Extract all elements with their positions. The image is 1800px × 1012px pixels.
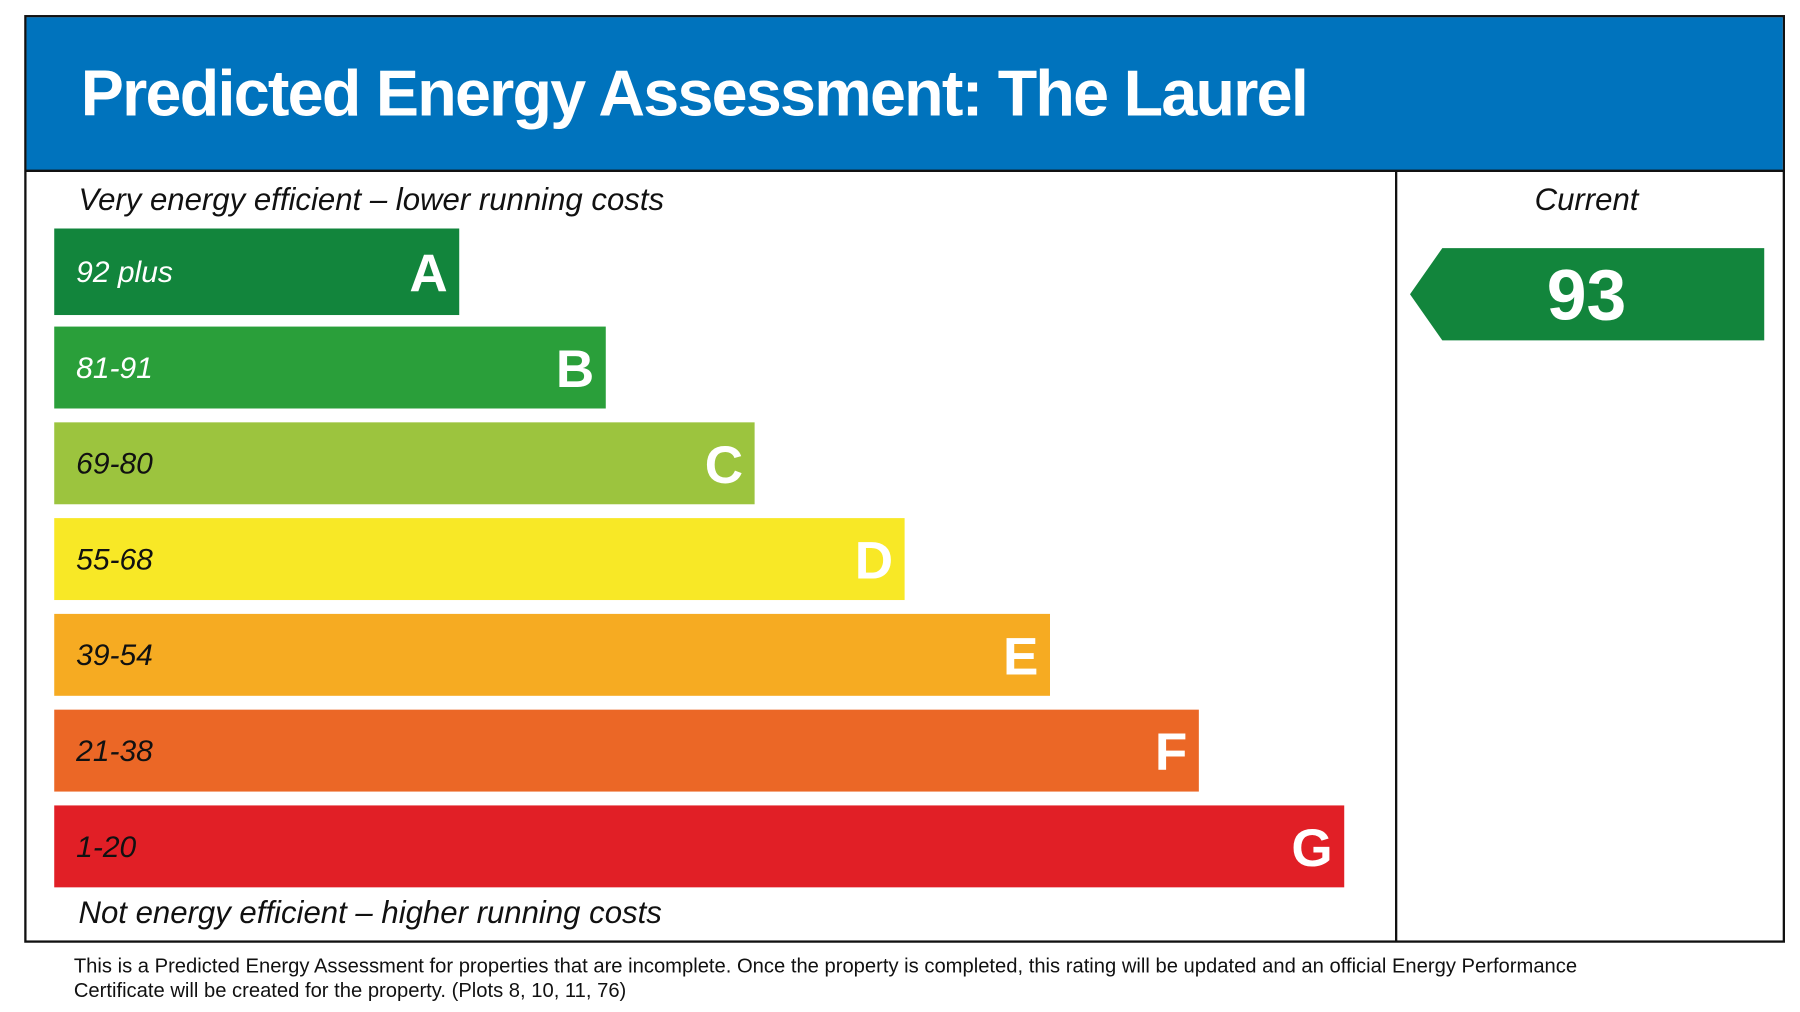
current-label: Current <box>1535 182 1640 217</box>
band-letter: F <box>1155 723 1187 782</box>
band-bar <box>54 613 1050 696</box>
title: Predicted Energy Assessment: The Laurel <box>81 57 1307 129</box>
band-letter: B <box>556 340 594 399</box>
footnote: This is a Predicted Energy Assessment fo… <box>74 956 1577 978</box>
header-bar <box>26 17 1783 171</box>
footnote: Certificate will be created for the prop… <box>74 980 626 1002</box>
band-range: 69-80 <box>76 448 153 481</box>
band-range: 81-91 <box>76 352 153 385</box>
band-letter: E <box>1003 627 1038 686</box>
band-letter: G <box>1291 819 1332 878</box>
band-letter: C <box>705 436 743 495</box>
band-letter: A <box>409 244 447 303</box>
band-bar <box>54 326 606 409</box>
band-range: 21-38 <box>75 735 153 768</box>
current-arrow <box>1410 248 1765 341</box>
band-letter: D <box>855 532 893 591</box>
band-range: 1-20 <box>76 831 136 864</box>
band-range: 55-68 <box>76 543 153 576</box>
bottom-label: Not energy efficient – higher running co… <box>78 895 661 930</box>
band-bar <box>54 709 1199 792</box>
band-bar <box>54 422 755 505</box>
band-bar <box>54 228 460 316</box>
band-bar <box>54 805 1345 888</box>
current-value: 93 <box>1547 256 1627 336</box>
band-bar <box>54 518 905 601</box>
band-range: 92 plus <box>76 256 173 289</box>
band-range: 39-54 <box>76 639 153 672</box>
bands: 92 plus A 81-91 B 69-80 C 55-68 D 39-54 E 21-38 F 1-… <box>54 228 1345 888</box>
top-label: Very energy efficient – lower running co… <box>78 182 664 217</box>
